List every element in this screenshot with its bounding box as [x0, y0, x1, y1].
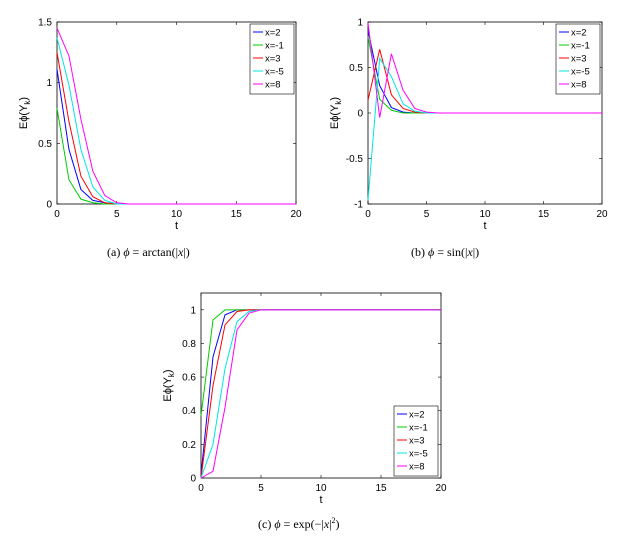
x-tick-label: 20: [435, 483, 447, 494]
legend-label: x=-5: [571, 67, 590, 78]
x-tick-label: 15: [375, 483, 387, 494]
caption-a: (a) ϕ = arctan(|x|): [107, 245, 190, 259]
chart-0: 0 5 10 15 20 0 0.5 1 1.5 t Eϕ(Yk) x=2 x=-1 x=3 x=-5 x=8: [18, 18, 302, 233]
legend-label: x=-1: [265, 41, 284, 52]
x-tick-label: 0: [54, 209, 60, 220]
legend-label: x=-1: [409, 423, 428, 434]
x-tick-label: 5: [114, 209, 120, 220]
y-tick-label: 1: [46, 78, 52, 89]
legend-label: x=2: [571, 28, 587, 39]
legend-label: x=3: [265, 54, 281, 65]
x-tick-label: 20: [596, 209, 608, 220]
caption-c: (c) ϕ = exp(−|x|2): [258, 516, 340, 531]
legend-label: x=3: [571, 54, 587, 65]
legend-label: x=3: [409, 436, 425, 447]
y-tick-label: 0.6: [182, 373, 196, 384]
x-axis-label: t: [483, 220, 486, 232]
y-tick-label: 1: [190, 305, 196, 316]
legend-box: [249, 23, 295, 95]
legend-label: x=8: [571, 80, 587, 91]
y-tick-label: 1: [357, 18, 363, 29]
y-tick-label: 0.4: [182, 406, 196, 417]
x-axis-label: t: [175, 220, 178, 232]
legend-label: x=2: [265, 28, 281, 39]
y-tick-label: 0.8: [182, 339, 196, 350]
x-tick-label: 10: [315, 483, 327, 494]
x-tick-label: 5: [258, 483, 264, 494]
x-tick-label: 10: [479, 209, 491, 220]
legend-label: x=-5: [409, 449, 428, 460]
legend-label: x=8: [409, 462, 425, 473]
y-tick-label: 0.5: [349, 63, 363, 74]
legend-label: x=-1: [571, 41, 590, 52]
x-axis-label: t: [319, 494, 322, 506]
legend-label: x=2: [409, 410, 425, 421]
y-axis-label: Eϕ(Yk): [162, 369, 176, 401]
y-tick-label: -0.5: [346, 154, 364, 165]
x-tick-label: 5: [424, 209, 430, 220]
legend-label: x=-5: [265, 67, 284, 78]
y-axis-label: Eϕ(Yk): [329, 97, 343, 129]
y-tick-label: 0: [190, 474, 196, 485]
chart-1: 0 5 10 15 20 -1 -0.5 0 0.5 1 t Eϕ(Yk) x=2 x=-1 x=3 x=-5…: [329, 18, 608, 233]
x-tick-label: 20: [290, 209, 302, 220]
legend-box: [555, 23, 601, 95]
x-tick-label: 15: [538, 209, 550, 220]
legend-label: x=8: [265, 80, 281, 91]
y-tick-label: -1: [354, 200, 363, 211]
y-tick-label: 0: [46, 200, 52, 211]
x-tick-label: 0: [365, 209, 371, 220]
caption-b: (b) ϕ = sin(|x|): [411, 245, 480, 259]
x-tick-label: 10: [171, 209, 183, 220]
y-tick-label: 0.2: [182, 440, 196, 451]
legend-box: [393, 405, 439, 477]
y-tick-label: 1.5: [38, 18, 52, 29]
y-tick-label: 0.5: [38, 139, 52, 150]
x-tick-label: 0: [198, 483, 204, 494]
x-tick-label: 15: [231, 209, 243, 220]
y-tick-label: 0: [357, 109, 363, 120]
y-axis-label: Eϕ(Yk): [18, 97, 32, 129]
chart-2: 0 5 10 15 20 0 0.2 0.4 0.6 0.8 1 t Eϕ(Yk) x=2 x=-1 x=3 x…: [162, 292, 447, 506]
